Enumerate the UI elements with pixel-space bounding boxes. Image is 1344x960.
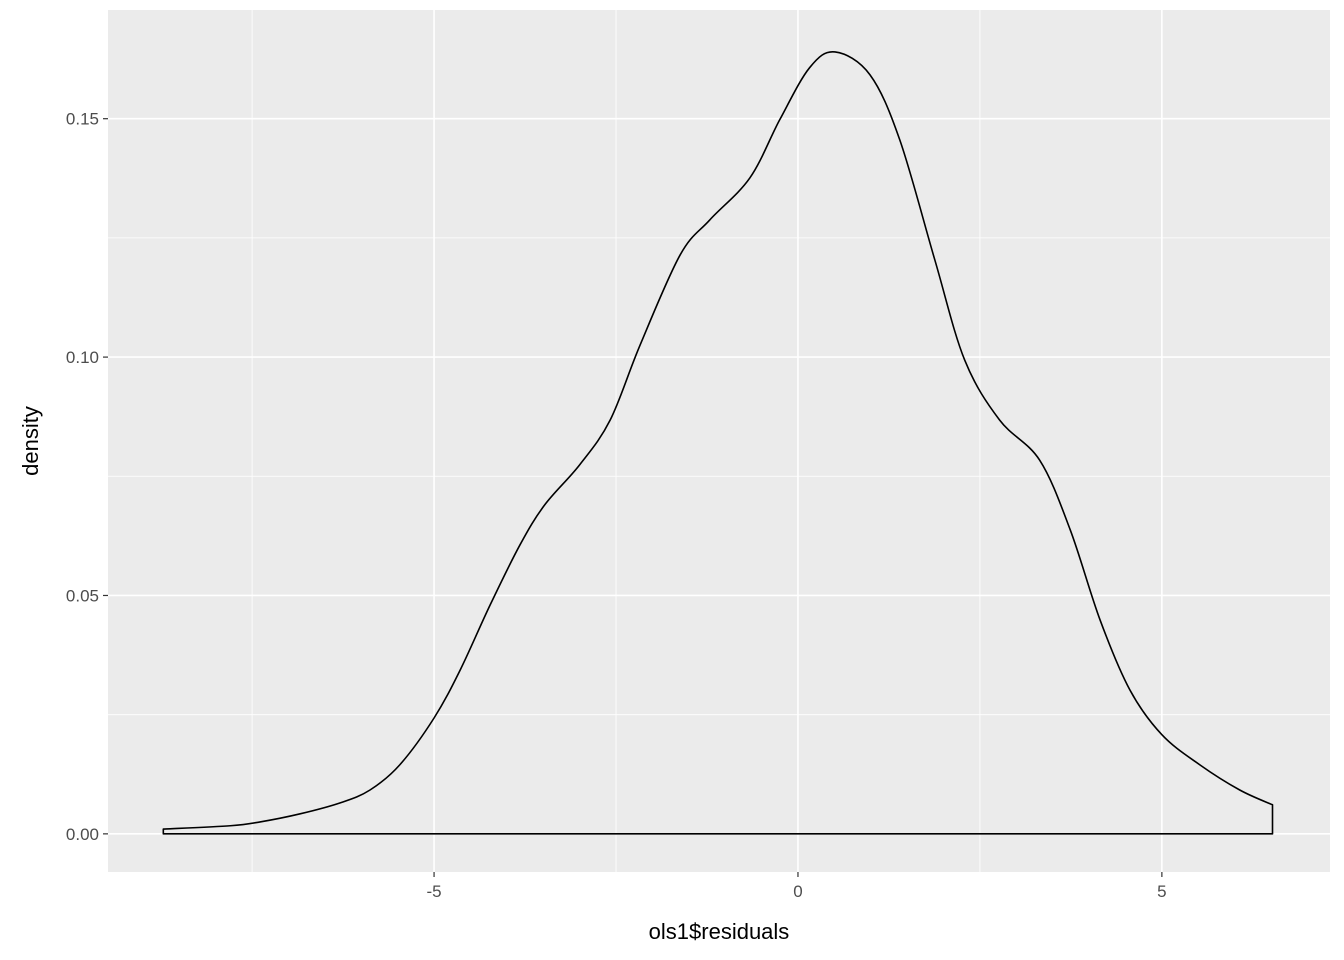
y-tick-label: 0.00 — [66, 825, 99, 844]
y-tick-label: 0.10 — [66, 348, 99, 367]
x-tick-label: 0 — [793, 882, 802, 901]
x-axis-title: ols1$residuals — [649, 919, 790, 944]
density-curve — [162, 51, 1274, 835]
y-axis-title: density — [18, 406, 43, 476]
x-tick-label: 5 — [1157, 882, 1166, 901]
y-tick-label: 0.15 — [66, 110, 99, 129]
y-tick-label: 0.05 — [66, 586, 99, 605]
plot-panel — [108, 10, 1330, 872]
x-tick-label: -5 — [426, 882, 441, 901]
axis-ticks: -5 0 5 0.00 0.05 0.10 0.15 — [66, 110, 1167, 901]
